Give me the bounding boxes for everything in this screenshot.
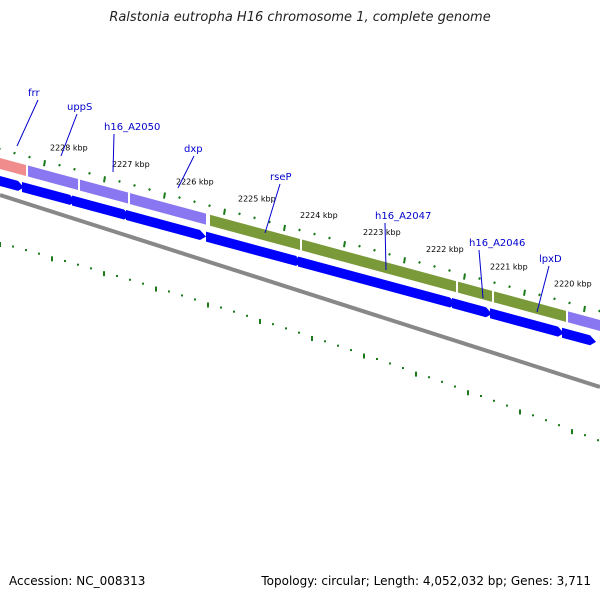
ruler-tick: [508, 285, 511, 289]
cds-arrow: [22, 181, 76, 205]
ruler-tick: [328, 236, 331, 240]
ruler-tick: [28, 155, 31, 159]
gene-leader-line: [60, 113, 78, 157]
ruler-tick: [103, 176, 106, 183]
gene-label: rseP: [270, 172, 292, 183]
gene-block: [210, 214, 300, 250]
ruler-tick: [223, 208, 226, 215]
cds-arrow: [126, 210, 206, 240]
page-title: Ralstonia eutropha H16 chromosome 1, com…: [109, 10, 491, 25]
gene-block: [458, 281, 492, 302]
ruler-tick: [43, 159, 46, 167]
gene-leader-line: [16, 99, 39, 147]
tick-label: 2226 kbp: [176, 178, 214, 187]
ruler-tick: [118, 179, 121, 183]
ruler-tick: [568, 301, 571, 305]
ruler-tick: [403, 257, 406, 264]
gene-label: frr: [28, 88, 40, 99]
tick-label: 2220 kbp: [554, 280, 592, 289]
ruler-tick: [13, 151, 16, 155]
ruler-tick: [253, 216, 256, 220]
ruler-tick: [388, 252, 391, 256]
ruler-tick: [313, 232, 316, 236]
ruler-tick: [448, 269, 451, 272]
ruler-tick: [283, 224, 286, 232]
ruler-tick: [193, 200, 196, 204]
ruler-tick: [268, 220, 271, 224]
tick-label: 2225 kbp: [238, 194, 276, 203]
backbone-line: [0, 193, 600, 389]
gene-leader-line: [177, 155, 195, 189]
gene-block: [130, 193, 206, 225]
tick-label: 2228 kbp: [50, 144, 88, 153]
gene-label: dxp: [184, 144, 203, 155]
gene-leader-line: [478, 249, 484, 299]
ruler-tick: [88, 171, 91, 175]
ruler-tick: [373, 248, 376, 252]
ruler-tick: [478, 277, 481, 281]
ruler-tick: [433, 265, 436, 268]
ruler-tick: [148, 188, 151, 191]
gene-leader-line: [112, 133, 115, 173]
cds-arrow: [298, 256, 456, 308]
ruler-tick: [238, 212, 241, 216]
ruler-tick: [58, 163, 61, 167]
cds-arrow: [206, 231, 302, 266]
ruler-tick: [163, 192, 166, 199]
gene-label: uppS: [67, 102, 92, 113]
gene-block: [28, 165, 78, 191]
tick-label: 2227 kbp: [112, 160, 150, 169]
cds-arrow: [562, 327, 596, 346]
gene-block: [302, 239, 456, 293]
ruler-tick: [523, 289, 526, 296]
tick-label: 2224 kbp: [300, 211, 338, 220]
gene-label: h16_A2046: [469, 238, 525, 249]
ruler-tick: [298, 228, 301, 232]
ruler-tick: [358, 244, 361, 248]
ruler-tick: [178, 196, 181, 200]
ruler-tick: [493, 281, 496, 285]
gene-label: lpxD: [539, 254, 562, 265]
ruler-tick: [208, 204, 211, 208]
ruler-tick: [133, 184, 136, 187]
gene-label: h16_A2047: [375, 211, 431, 222]
gene-leader-line: [384, 222, 387, 271]
cds-arrow: [72, 195, 130, 220]
gene-block: [568, 311, 600, 331]
ruler-tick: [583, 305, 586, 313]
gene-leader-line: [536, 265, 550, 313]
gene-label: h16_A2050: [104, 122, 160, 133]
tick-label: 2222 kbp: [426, 245, 464, 254]
cds-arrow: [452, 298, 492, 318]
gene-block: [80, 179, 128, 204]
ruler-tick: [463, 273, 466, 280]
map-layer: 2228 kbp 2227 kbp 2226 kbp 2225 kbp 2224 kbp…: [0, 88, 600, 442]
ruler-tick: [553, 297, 556, 301]
gene-leader-line: [264, 183, 281, 234]
ruler-tick: [418, 260, 421, 264]
gene-block: [0, 158, 26, 177]
topology-label: Topology: circular; Length: 4,052,032 bp…: [261, 574, 591, 588]
ruler-tick: [343, 240, 346, 248]
tick-label: 2221 kbp: [490, 262, 528, 271]
ruler-tick: [73, 167, 76, 171]
tick-label: 2223 kbp: [363, 228, 401, 237]
cds-arrow: [0, 176, 24, 191]
accession-label: Accession: NC_008313: [9, 574, 146, 588]
gene-block: [494, 291, 566, 322]
cds-arrow: [490, 308, 564, 337]
ruler-tick: [538, 293, 541, 297]
